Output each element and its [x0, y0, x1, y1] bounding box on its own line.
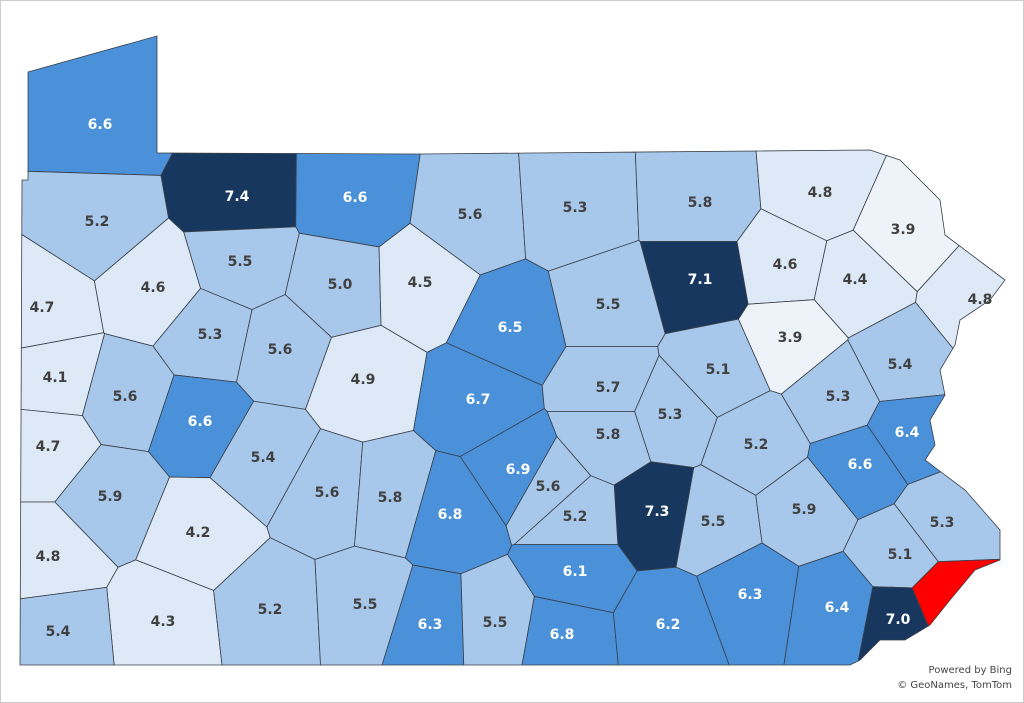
- county-value: 5.4: [888, 357, 913, 373]
- county-value: 4.8: [968, 292, 993, 308]
- regions: [19, 35, 1006, 666]
- county-value: 6.3: [418, 617, 443, 633]
- county-value: 6.3: [738, 587, 763, 603]
- county-value: 4.5: [408, 275, 433, 291]
- county-value: 6.6: [188, 414, 213, 430]
- county-value: 5.6: [315, 485, 340, 501]
- county-value: 7.0: [886, 612, 911, 628]
- county-value: 4.7: [36, 439, 61, 455]
- county-value: 6.7: [466, 392, 491, 408]
- county-value: 6.9: [506, 462, 531, 478]
- county-value: 6.6: [343, 190, 368, 206]
- county-value: 5.2: [563, 509, 588, 525]
- county-value: 4.4: [843, 272, 868, 288]
- county-value: 4.6: [773, 257, 798, 273]
- county-value: 7.4: [225, 189, 250, 205]
- county-value: 5.7: [596, 380, 621, 396]
- county-value: 5.3: [198, 327, 223, 343]
- county-value: 4.7: [30, 300, 55, 316]
- county-value: 4.3: [151, 614, 176, 630]
- county-value: 7.3: [645, 504, 670, 520]
- county-value: 5.3: [826, 389, 851, 405]
- county-value: 5.8: [378, 490, 403, 506]
- county-value: 5.3: [930, 515, 955, 531]
- county: [911, 558, 1001, 627]
- county-value: 4.2: [186, 525, 211, 541]
- labels: 6.6 7.4 6.6 5.6 5.3 5.8 4.8 3.9 5.2 5.5 5.0 4.5 6.5 5…: [30, 117, 993, 643]
- county: [866, 394, 946, 486]
- attribution: © GeoNames, TomTom: [897, 680, 1012, 691]
- county: [19, 586, 115, 666]
- county-value: 6.4: [895, 425, 920, 441]
- county-value: 5.6: [268, 342, 293, 358]
- county-value: 7.1: [688, 272, 713, 288]
- county-value: 5.4: [251, 450, 276, 466]
- county-value: 5.2: [744, 437, 769, 453]
- county-value: 6.5: [498, 320, 523, 336]
- county-value: 5.5: [596, 297, 621, 313]
- county-value: 5.2: [85, 214, 110, 230]
- county-value: 5.6: [458, 207, 483, 223]
- county-value: 4.8: [36, 549, 61, 565]
- county-value: 3.9: [778, 330, 803, 346]
- county: [915, 245, 1006, 350]
- county-value: 5.3: [563, 200, 588, 216]
- county-value: 5.9: [792, 502, 817, 518]
- county-value: 5.5: [483, 615, 508, 631]
- county-value: 5.5: [228, 254, 253, 270]
- county-value: 5.1: [706, 362, 731, 378]
- county: [612, 566, 730, 666]
- county-value: 5.9: [98, 489, 123, 505]
- county-value: 6.6: [88, 117, 113, 133]
- county-value: 6.8: [550, 627, 575, 643]
- attribution: Powered by Bing: [929, 665, 1012, 676]
- county-value: 6.6: [848, 457, 873, 473]
- county-value: 5.6: [113, 389, 138, 405]
- county-value: 4.1: [43, 370, 68, 386]
- county-value: 5.5: [701, 514, 726, 530]
- county-value: 3.9: [891, 222, 916, 238]
- county: [857, 586, 929, 662]
- county-value: 6.2: [656, 617, 681, 633]
- county-value: 5.1: [888, 547, 913, 563]
- county-value: 5.8: [688, 195, 713, 211]
- county-value: 4.9: [351, 372, 376, 388]
- county-value: 4.8: [808, 185, 833, 201]
- county-value: 6.4: [825, 600, 850, 616]
- county-value: 5.6: [536, 479, 561, 495]
- county-value: 4.6: [141, 280, 166, 296]
- county-value: 5.8: [596, 427, 621, 443]
- county-value: 5.0: [328, 277, 353, 293]
- county-value: 6.8: [438, 507, 463, 523]
- county-value: 6.1: [563, 564, 588, 580]
- county-value: 5.4: [46, 624, 71, 640]
- county-value: 5.5: [353, 597, 378, 613]
- county-value: 5.2: [258, 602, 283, 618]
- county-value: 5.3: [658, 407, 683, 423]
